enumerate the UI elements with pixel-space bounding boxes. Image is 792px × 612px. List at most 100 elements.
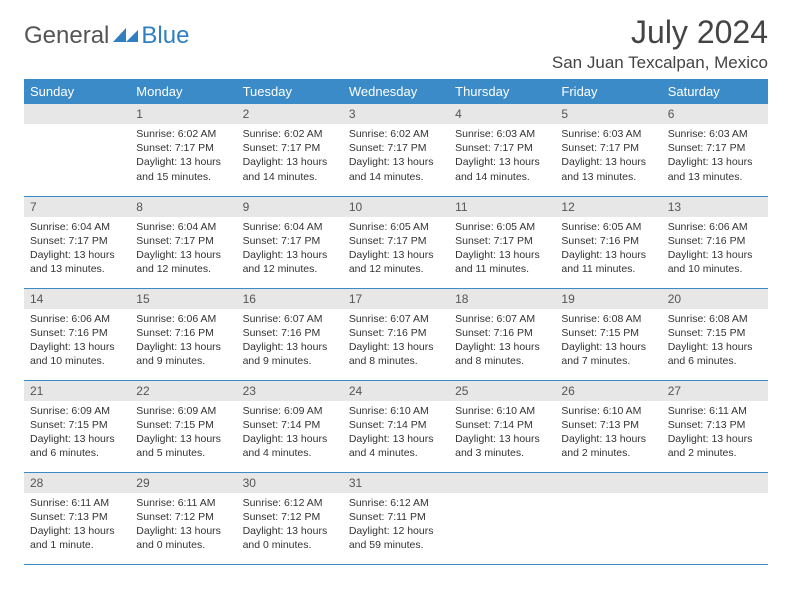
day-data: Sunrise: 6:06 AMSunset: 7:16 PMDaylight:… xyxy=(662,217,768,281)
calendar-row: 1 Sunrise: 6:02 AMSunset: 7:17 PMDaylight… xyxy=(24,104,768,196)
day-data: Sunrise: 6:07 AMSunset: 7:16 PMDaylight:… xyxy=(237,309,343,373)
day-data: Sunrise: 6:07 AMSunset: 7:16 PMDaylight:… xyxy=(449,309,555,373)
calendar-row: 28Sunrise: 6:11 AMSunset: 7:13 PMDayligh… xyxy=(24,472,768,564)
calendar-cell: 14Sunrise: 6:06 AMSunset: 7:16 PMDayligh… xyxy=(24,288,130,380)
weekday-header: Friday xyxy=(555,79,661,104)
calendar-cell: 7Sunrise: 6:04 AMSunset: 7:17 PMDaylight… xyxy=(24,196,130,288)
calendar-cell: 15Sunrise: 6:06 AMSunset: 7:16 PMDayligh… xyxy=(130,288,236,380)
day-data: Sunrise: 6:03 AMSunset: 7:17 PMDaylight:… xyxy=(555,124,661,188)
calendar-body: 1 Sunrise: 6:02 AMSunset: 7:17 PMDaylight… xyxy=(24,104,768,564)
day-data: Sunrise: 6:05 AMSunset: 7:17 PMDaylight:… xyxy=(343,217,449,281)
day-number: 17 xyxy=(343,289,449,309)
day-number: 23 xyxy=(237,381,343,401)
calendar-cell-empty xyxy=(449,472,555,564)
day-data: Sunrise: 6:10 AMSunset: 7:13 PMDaylight:… xyxy=(555,401,661,465)
day-number: 19 xyxy=(555,289,661,309)
day-number: 28 xyxy=(24,473,130,493)
day-number: 18 xyxy=(449,289,555,309)
calendar-cell: 24Sunrise: 6:10 AMSunset: 7:14 PMDayligh… xyxy=(343,380,449,472)
day-data: Sunrise: 6:03 AMSunset: 7:17 PMDaylight:… xyxy=(662,124,768,188)
day-number: 1 xyxy=(130,104,236,124)
day-data: Sunrise: 6:02 AMSunset: 7:17 PMDaylight:… xyxy=(343,124,449,188)
day-data: Sunrise: 6:11 AMSunset: 7:13 PMDaylight:… xyxy=(24,493,130,557)
day-data: Sunrise: 6:12 AMSunset: 7:11 PMDaylight:… xyxy=(343,493,449,557)
weekday-header: Wednesday xyxy=(343,79,449,104)
day-number: 13 xyxy=(662,197,768,217)
calendar-row: 21Sunrise: 6:09 AMSunset: 7:15 PMDayligh… xyxy=(24,380,768,472)
logo-text-blue: Blue xyxy=(141,22,189,50)
day-number: 9 xyxy=(237,197,343,217)
day-data: Sunrise: 6:07 AMSunset: 7:16 PMDaylight:… xyxy=(343,309,449,373)
calendar-cell-empty xyxy=(24,104,130,196)
day-number: 26 xyxy=(555,381,661,401)
day-number-empty xyxy=(555,473,661,493)
calendar-cell: 29Sunrise: 6:11 AMSunset: 7:12 PMDayligh… xyxy=(130,472,236,564)
calendar-cell-empty xyxy=(662,472,768,564)
month-title: July 2024 xyxy=(552,14,768,51)
calendar-cell: 11Sunrise: 6:05 AMSunset: 7:17 PMDayligh… xyxy=(449,196,555,288)
day-number: 8 xyxy=(130,197,236,217)
day-data: Sunrise: 6:05 AMSunset: 7:16 PMDaylight:… xyxy=(555,217,661,281)
title-block: July 2024 San Juan Texcalpan, Mexico xyxy=(552,14,768,73)
day-data: Sunrise: 6:05 AMSunset: 7:17 PMDaylight:… xyxy=(449,217,555,281)
day-data: Sunrise: 6:04 AMSunset: 7:17 PMDaylight:… xyxy=(24,217,130,281)
day-data: Sunrise: 6:09 AMSunset: 7:15 PMDaylight:… xyxy=(24,401,130,465)
day-number-empty xyxy=(662,473,768,493)
day-data: Sunrise: 6:11 AMSunset: 7:13 PMDaylight:… xyxy=(662,401,768,465)
calendar-cell: 26Sunrise: 6:10 AMSunset: 7:13 PMDayligh… xyxy=(555,380,661,472)
day-number: 10 xyxy=(343,197,449,217)
day-number: 24 xyxy=(343,381,449,401)
day-data: Sunrise: 6:06 AMSunset: 7:16 PMDaylight:… xyxy=(24,309,130,373)
day-number: 31 xyxy=(343,473,449,493)
calendar-cell: 17Sunrise: 6:07 AMSunset: 7:16 PMDayligh… xyxy=(343,288,449,380)
day-data: Sunrise: 6:08 AMSunset: 7:15 PMDaylight:… xyxy=(555,309,661,373)
calendar-cell-empty xyxy=(555,472,661,564)
day-number: 21 xyxy=(24,381,130,401)
day-number-empty xyxy=(449,473,555,493)
calendar-cell: 20Sunrise: 6:08 AMSunset: 7:15 PMDayligh… xyxy=(662,288,768,380)
calendar-cell: 23Sunrise: 6:09 AMSunset: 7:14 PMDayligh… xyxy=(237,380,343,472)
calendar-cell: 6Sunrise: 6:03 AMSunset: 7:17 PMDaylight… xyxy=(662,104,768,196)
header: General Blue July 2024 San Juan Texcalpa… xyxy=(24,14,768,73)
calendar-cell: 27Sunrise: 6:11 AMSunset: 7:13 PMDayligh… xyxy=(662,380,768,472)
day-number: 4 xyxy=(449,104,555,124)
day-number: 6 xyxy=(662,104,768,124)
weekday-header: Saturday xyxy=(662,79,768,104)
calendar-cell: 3Sunrise: 6:02 AMSunset: 7:17 PMDaylight… xyxy=(343,104,449,196)
day-data: Sunrise: 6:10 AMSunset: 7:14 PMDaylight:… xyxy=(449,401,555,465)
day-number: 16 xyxy=(237,289,343,309)
calendar-cell: 1Sunrise: 6:02 AMSunset: 7:17 PMDaylight… xyxy=(130,104,236,196)
calendar-cell: 21Sunrise: 6:09 AMSunset: 7:15 PMDayligh… xyxy=(24,380,130,472)
day-number: 27 xyxy=(662,381,768,401)
calendar-cell: 2Sunrise: 6:02 AMSunset: 7:17 PMDaylight… xyxy=(237,104,343,196)
day-number: 12 xyxy=(555,197,661,217)
day-number: 25 xyxy=(449,381,555,401)
weekday-header: Tuesday xyxy=(237,79,343,104)
logo-text-general: General xyxy=(24,22,109,50)
calendar-cell: 5Sunrise: 6:03 AMSunset: 7:17 PMDaylight… xyxy=(555,104,661,196)
calendar-cell: 16Sunrise: 6:07 AMSunset: 7:16 PMDayligh… xyxy=(237,288,343,380)
calendar-cell: 31Sunrise: 6:12 AMSunset: 7:11 PMDayligh… xyxy=(343,472,449,564)
day-number: 11 xyxy=(449,197,555,217)
day-number: 2 xyxy=(237,104,343,124)
day-data: Sunrise: 6:10 AMSunset: 7:14 PMDaylight:… xyxy=(343,401,449,465)
calendar-cell: 25Sunrise: 6:10 AMSunset: 7:14 PMDayligh… xyxy=(449,380,555,472)
calendar-cell: 28Sunrise: 6:11 AMSunset: 7:13 PMDayligh… xyxy=(24,472,130,564)
calendar-head: SundayMondayTuesdayWednesdayThursdayFrid… xyxy=(24,79,768,104)
calendar-row: 7Sunrise: 6:04 AMSunset: 7:17 PMDaylight… xyxy=(24,196,768,288)
day-number: 5 xyxy=(555,104,661,124)
calendar-cell: 4Sunrise: 6:03 AMSunset: 7:17 PMDaylight… xyxy=(449,104,555,196)
calendar-cell: 18Sunrise: 6:07 AMSunset: 7:16 PMDayligh… xyxy=(449,288,555,380)
day-number: 29 xyxy=(130,473,236,493)
day-data: Sunrise: 6:09 AMSunset: 7:15 PMDaylight:… xyxy=(130,401,236,465)
weekday-header: Sunday xyxy=(24,79,130,104)
day-data: Sunrise: 6:04 AMSunset: 7:17 PMDaylight:… xyxy=(130,217,236,281)
calendar-row: 14Sunrise: 6:06 AMSunset: 7:16 PMDayligh… xyxy=(24,288,768,380)
calendar-cell: 22Sunrise: 6:09 AMSunset: 7:15 PMDayligh… xyxy=(130,380,236,472)
day-number: 7 xyxy=(24,197,130,217)
day-number: 15 xyxy=(130,289,236,309)
day-data: Sunrise: 6:04 AMSunset: 7:17 PMDaylight:… xyxy=(237,217,343,281)
day-number-empty xyxy=(24,104,130,124)
day-data: Sunrise: 6:12 AMSunset: 7:12 PMDaylight:… xyxy=(237,493,343,557)
day-data: Sunrise: 6:09 AMSunset: 7:14 PMDaylight:… xyxy=(237,401,343,465)
